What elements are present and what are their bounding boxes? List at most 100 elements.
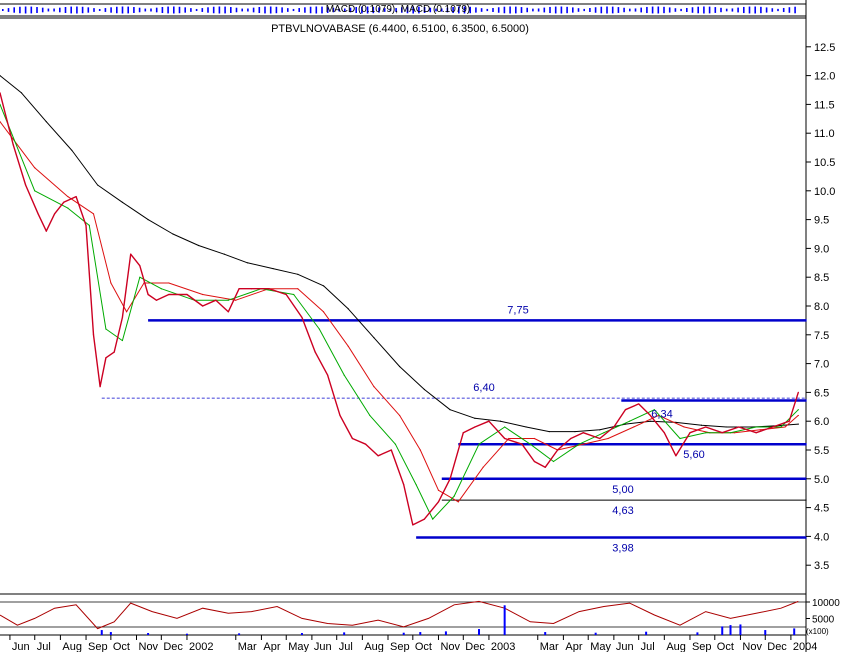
x-tick-label: Oct [415, 641, 432, 652]
ma-medium-point [734, 432, 736, 434]
ma-short-line [0, 104, 799, 520]
ma-long-point [322, 285, 325, 287]
price-point [582, 432, 584, 434]
price-point [155, 299, 157, 301]
volume-bar [402, 632, 405, 635]
level-label: 6,40 [473, 382, 494, 394]
x-tick-label: Jun [12, 641, 30, 652]
macd-bar [714, 7, 717, 13]
volume-bar [696, 632, 699, 635]
ma-long-point [624, 423, 627, 425]
ma-short-point [343, 374, 345, 376]
macd-bar [64, 6, 67, 14]
ma-medium-point [297, 288, 299, 290]
ma-short-point [628, 420, 631, 422]
price-point [63, 201, 65, 203]
volume-unit-label: (x100) [806, 627, 829, 636]
macd-bar [13, 7, 15, 13]
macd-bar [423, 7, 426, 13]
ma-short-point [797, 409, 799, 411]
macd-bar [475, 7, 477, 13]
macd-bar [173, 6, 175, 14]
macd-bar [195, 8, 198, 12]
macd-bar [691, 7, 694, 13]
ma-long-point [347, 308, 349, 310]
y-tick-label: 9.5 [814, 215, 829, 227]
y-tick-label: 8.5 [814, 272, 829, 284]
price-point [474, 426, 476, 428]
ma-short-point [504, 426, 506, 428]
macd-bar [326, 7, 329, 13]
macd-bar [30, 6, 33, 14]
macd-bar [668, 7, 671, 13]
macd-bar [640, 7, 642, 13]
macd-bar [332, 7, 335, 13]
x-tick-label: Dec [767, 641, 787, 652]
x-tick-label: Oct [717, 641, 734, 652]
chart-title: PTBVLNOVABASE (6.4400, 6.5100, 6.3500, 6… [271, 23, 529, 35]
price-point [351, 437, 354, 440]
price-point [705, 426, 707, 428]
macd-bar [697, 6, 699, 14]
macd-bar [526, 7, 528, 13]
ma-long-point [373, 337, 375, 339]
price-point [437, 501, 440, 503]
macd-bar [298, 8, 300, 12]
macd-bar [349, 7, 352, 13]
volume-bar [739, 624, 742, 635]
price-point [423, 518, 426, 520]
ma-medium-point [508, 437, 510, 440]
ma-long-point [121, 201, 124, 203]
macd-bar [560, 6, 563, 14]
y-tick-label: 7.0 [814, 359, 829, 371]
macd-bar [281, 7, 283, 13]
price-point [92, 334, 95, 336]
price-point [139, 265, 141, 267]
macd-bar [76, 6, 78, 14]
y-tick-label: 10.5 [814, 157, 835, 169]
ma-long-point [449, 409, 451, 411]
price-point [186, 293, 188, 296]
macd-bar [275, 6, 278, 14]
macd-bar [395, 8, 397, 12]
macd-bar [452, 6, 454, 14]
macd-bar [794, 6, 796, 14]
macd-bar [93, 8, 95, 12]
volume-bar [793, 628, 796, 635]
ma-medium-point [482, 466, 484, 468]
macd-bar [492, 8, 494, 12]
level-lines [101, 319, 807, 539]
price-point [105, 357, 107, 359]
macd-bar [771, 8, 774, 12]
price-point [772, 426, 774, 428]
level-label: 3,98 [612, 543, 633, 555]
ma-long-point [548, 430, 550, 433]
volume-bar [594, 632, 597, 635]
macd-bar [737, 7, 739, 13]
ma-medium-point [398, 414, 401, 417]
macd-bar [651, 6, 654, 14]
macd-bar [41, 7, 44, 13]
macd-bar [235, 7, 238, 13]
macd-bar [600, 6, 603, 14]
macd-bar [36, 7, 38, 13]
macd-bar [760, 6, 762, 14]
ma-short-point [780, 426, 782, 428]
macd-bar [212, 6, 215, 14]
ma-long-point [751, 426, 753, 428]
price-point [738, 426, 740, 428]
ma-medium-point [759, 429, 761, 431]
x-tick-label: Oct [113, 641, 130, 652]
ma-long-point [725, 426, 727, 428]
macd-bar [782, 7, 785, 13]
ma-medium-point [67, 195, 69, 198]
x-tick-label: Nov [742, 641, 762, 652]
macd-bar [731, 8, 734, 12]
ma-long-point [649, 420, 651, 422]
macd-bar [594, 7, 597, 13]
macd-bar [412, 6, 414, 14]
macd-bar [389, 8, 392, 12]
macd-bar [2, 9, 4, 11]
price-point [12, 144, 14, 146]
macd-bar [98, 8, 101, 12]
